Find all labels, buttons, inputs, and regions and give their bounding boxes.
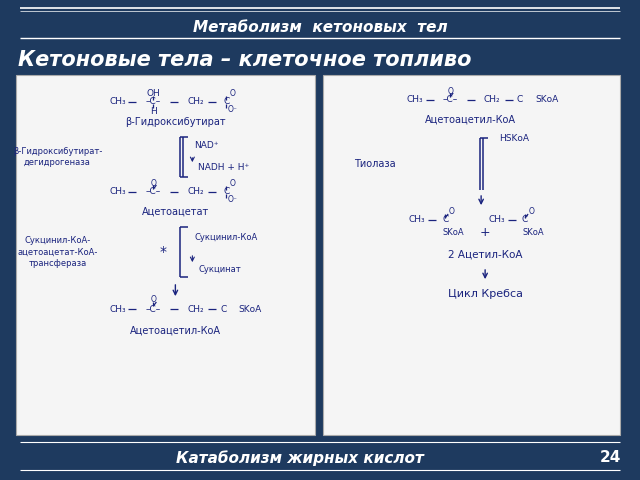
Text: O: O — [447, 86, 453, 96]
Text: CH₃: CH₃ — [109, 188, 125, 196]
Text: CH₃: CH₃ — [409, 216, 426, 225]
Text: Катаболизм жирных кислот: Катаболизм жирных кислот — [177, 450, 424, 466]
FancyBboxPatch shape — [490, 130, 538, 147]
Text: SKоА: SKоА — [522, 228, 544, 237]
Bar — [323, 75, 620, 435]
Text: C: C — [223, 188, 230, 196]
Text: Сукцинил-КоА-
ацетоацетат-КоА-
трансфераза: Сукцинил-КоА- ацетоацетат-КоА- трансфера… — [17, 236, 98, 268]
Text: SKоА: SKоА — [239, 304, 262, 313]
Text: CH₂: CH₂ — [187, 188, 204, 196]
Text: –C–: –C– — [146, 97, 161, 107]
Text: CH₃: CH₃ — [489, 216, 506, 225]
Text: +: + — [480, 226, 490, 239]
Text: O⁻: O⁻ — [227, 106, 237, 115]
Text: CH₂: CH₂ — [187, 97, 204, 107]
Text: OH: OH — [147, 88, 160, 97]
Text: O: O — [528, 207, 534, 216]
Text: O: O — [150, 179, 156, 188]
Text: Ацетоацетил-КоА: Ацетоацетил-КоА — [424, 115, 516, 125]
Text: Ацетоацетил-КоА: Ацетоацетил-КоА — [130, 326, 221, 336]
FancyBboxPatch shape — [513, 225, 553, 240]
Text: Цикл Кребса: Цикл Кребса — [447, 289, 523, 299]
Text: NAD⁺: NAD⁺ — [195, 141, 219, 149]
FancyBboxPatch shape — [433, 225, 473, 240]
Text: O⁻: O⁻ — [227, 195, 237, 204]
Bar — [15, 75, 316, 435]
Text: β-Гидроксибутират-
дегидрогеназа: β-Гидроксибутират- дегидрогеназа — [13, 146, 102, 168]
Text: HSKоА: HSKоА — [499, 134, 529, 143]
Text: O: O — [150, 296, 156, 304]
Text: C: C — [220, 304, 227, 313]
Text: Метаболизм  кетоновых  тел: Метаболизм кетоновых тел — [193, 21, 447, 36]
Text: CH₂: CH₂ — [484, 96, 500, 105]
Text: 24: 24 — [599, 451, 621, 466]
Text: O: O — [229, 89, 236, 98]
Text: Кетоновые тела – клеточное топливо: Кетоновые тела – клеточное топливо — [19, 50, 472, 70]
Text: –C–: –C– — [442, 96, 458, 105]
Text: CH₃: CH₃ — [407, 96, 424, 105]
Text: C: C — [442, 216, 448, 225]
Text: CH₃: CH₃ — [109, 304, 125, 313]
Text: O: O — [448, 207, 454, 216]
FancyBboxPatch shape — [229, 301, 271, 317]
Text: SKоА: SKоА — [536, 96, 559, 105]
Text: 2 Ацетил-КоА: 2 Ацетил-КоА — [448, 250, 522, 260]
Text: Тиолаза: Тиолаза — [355, 159, 396, 169]
Text: CH₃: CH₃ — [109, 97, 125, 107]
Text: –C–: –C– — [146, 188, 161, 196]
Text: Сукцинил-КоА: Сукцинил-КоА — [195, 232, 258, 241]
Text: C: C — [517, 96, 524, 105]
Text: *: * — [160, 245, 167, 259]
Text: –C–: –C– — [146, 304, 161, 313]
Text: CH₂: CH₂ — [187, 304, 204, 313]
Text: β-Гидроксибутират: β-Гидроксибутират — [125, 117, 226, 127]
Text: Сукцинат: Сукцинат — [198, 264, 241, 274]
Text: H: H — [150, 107, 157, 116]
Text: SKоА: SKоА — [442, 228, 464, 237]
Text: NADH + H⁺: NADH + H⁺ — [198, 163, 250, 171]
Text: C: C — [223, 97, 230, 107]
Text: O: O — [229, 180, 236, 189]
Text: Ацетоацетат: Ацетоацетат — [141, 207, 209, 217]
Text: C: C — [522, 216, 528, 225]
FancyBboxPatch shape — [526, 92, 568, 108]
